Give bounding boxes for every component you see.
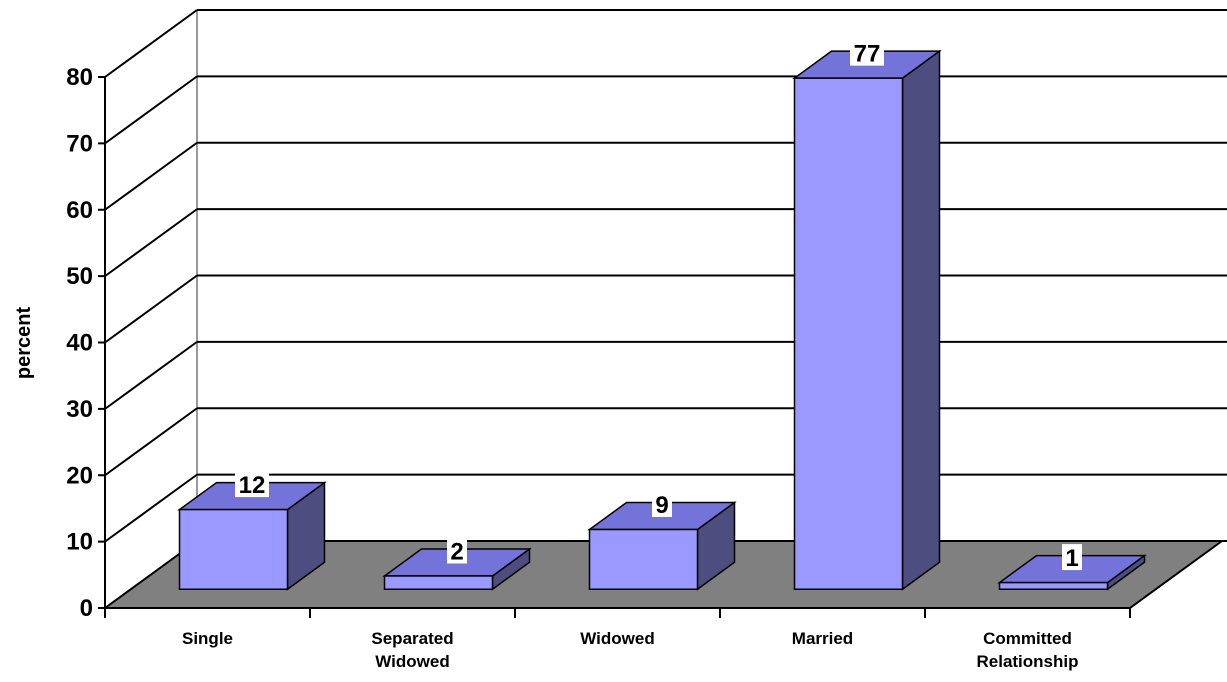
- floor-edge: [1129, 540, 1223, 609]
- value-label-bg: [447, 537, 467, 564]
- value-label: 2: [450, 538, 463, 565]
- value-label: 12: [239, 472, 266, 499]
- x-tick-label: Single: [182, 629, 233, 648]
- bar: [382, 547, 532, 591]
- side-grid-line: [104, 75, 198, 145]
- side-grid-line: [104, 274, 198, 344]
- bar-front: [383, 575, 494, 590]
- y-tick-label: 50: [66, 263, 93, 290]
- y-axis-label: percent: [13, 307, 35, 380]
- y-tick-label: 40: [66, 330, 93, 357]
- y-tick-label: 80: [66, 64, 93, 91]
- y-tick-label: 0: [80, 595, 93, 622]
- x-tick-label: Committed: [983, 629, 1072, 648]
- y-tick-label: 70: [66, 130, 93, 157]
- side-grid-line: [104, 473, 198, 543]
- value-label-bg: [235, 471, 269, 498]
- bar-front: [793, 77, 904, 590]
- value-label: 77: [854, 41, 881, 68]
- y-tick-label: 20: [66, 462, 93, 489]
- side-grid-line: [104, 9, 198, 78]
- x-tick-label: Relationship: [976, 652, 1078, 671]
- side-grid-line: [104, 341, 198, 410]
- bar-front: [998, 581, 1109, 590]
- side-grid-line: [104, 141, 198, 211]
- x-tick-label: Widowed: [580, 629, 654, 648]
- bar-front: [588, 528, 699, 590]
- x-tick-label: Widowed: [375, 652, 449, 671]
- value-label-bg: [1062, 544, 1082, 571]
- value-label: 9: [655, 492, 668, 519]
- y-tick-label: 60: [66, 197, 93, 224]
- x-tick-label: Separated: [371, 629, 453, 648]
- y-tick-label: 30: [66, 396, 93, 423]
- value-label-bg: [850, 39, 884, 66]
- value-label: 1: [1065, 545, 1078, 572]
- side-grid-line: [104, 208, 198, 277]
- bar-front: [178, 508, 289, 590]
- bar: [792, 49, 942, 591]
- side-grid-line: [104, 407, 198, 477]
- x-tick-label: Married: [792, 629, 853, 648]
- value-label-bg: [652, 491, 672, 518]
- y-tick-label: 10: [66, 529, 93, 556]
- bar-side: [901, 49, 941, 591]
